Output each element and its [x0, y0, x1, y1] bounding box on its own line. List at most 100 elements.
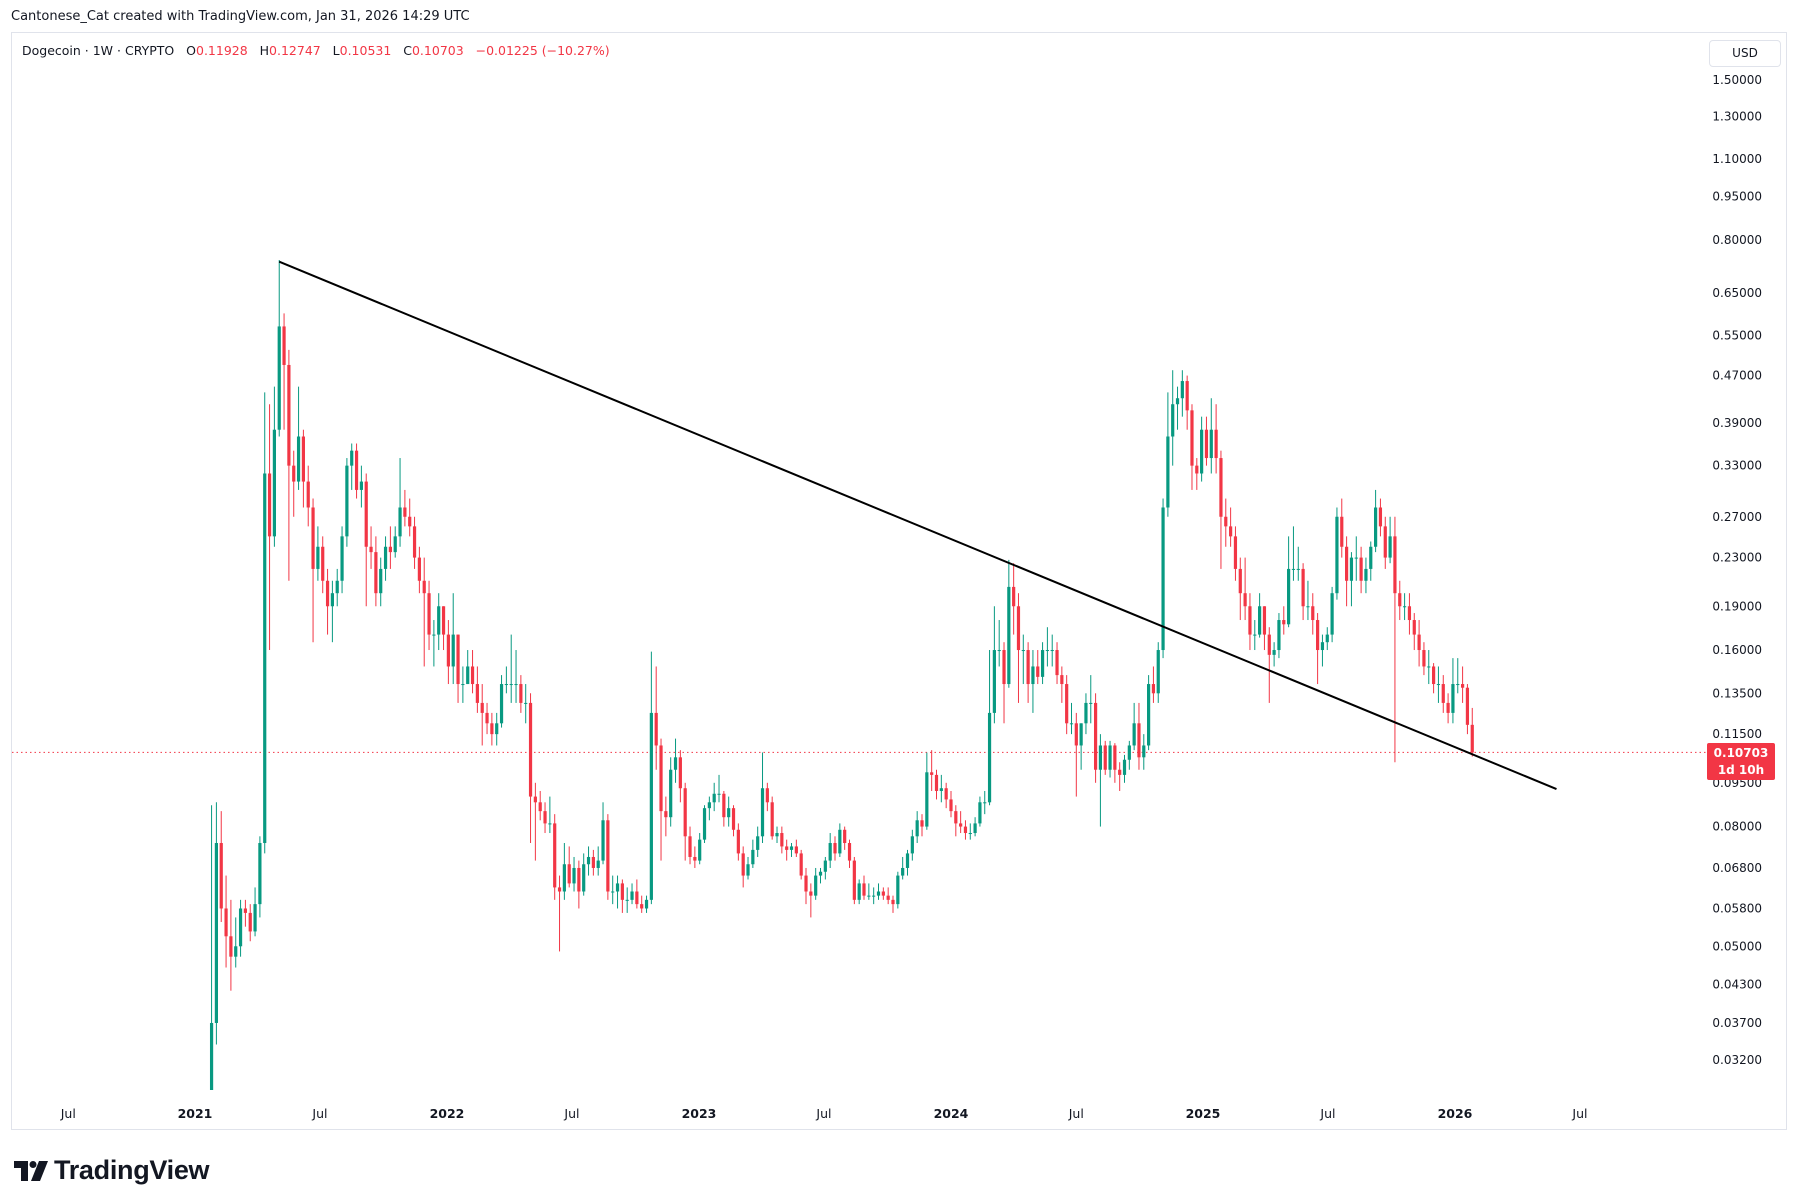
candle-body: [968, 833, 972, 835]
candle-body: [1161, 507, 1165, 651]
candle: [1291, 526, 1296, 581]
candle: [731, 805, 736, 837]
high-label: H: [259, 43, 270, 58]
candle-body: [707, 802, 711, 809]
candle-body: [1093, 702, 1098, 770]
candle: [1436, 666, 1441, 703]
candle-body: [847, 843, 852, 861]
candle-body: [1171, 404, 1175, 437]
candle-body: [1113, 745, 1117, 770]
symbol-name[interactable]: Dogecoin · 1W · CRYPTO: [22, 43, 175, 58]
candle: [968, 823, 972, 840]
candle: [1045, 627, 1049, 667]
candle: [1417, 620, 1421, 667]
candle: [509, 634, 513, 703]
candle-body: [277, 326, 281, 430]
candle: [1262, 606, 1267, 651]
candle: [1166, 392, 1170, 517]
candle: [920, 814, 924, 837]
candle-body: [480, 702, 484, 713]
price-tick-label: 0.06800: [1712, 861, 1762, 875]
tradingview-logo-text: TradingView: [54, 1155, 210, 1185]
candle: [335, 568, 339, 607]
candle: [1451, 658, 1455, 724]
candle-body: [403, 507, 407, 517]
candle: [847, 839, 852, 868]
candle: [383, 536, 388, 581]
candle-body: [441, 606, 446, 635]
candle: [267, 404, 272, 651]
candle: [408, 498, 412, 537]
candle: [292, 450, 296, 517]
candle-body: [1127, 745, 1131, 760]
candle: [533, 782, 537, 861]
candle-body: [818, 871, 823, 876]
price-tick-label: 0.03700: [1712, 1016, 1762, 1030]
candle: [760, 752, 765, 844]
candle-body: [1306, 606, 1310, 608]
candle: [1306, 580, 1310, 621]
candle: [272, 386, 276, 547]
price-axis[interactable]: 1.50000 1.30000 1.10000 0.95000 0.80000 0.650…: [1712, 73, 1762, 1067]
candle-body: [915, 820, 919, 837]
candle-body: [209, 1022, 214, 1090]
candle: [987, 650, 992, 806]
currency-button[interactable]: USD: [1709, 40, 1781, 67]
candle-body: [219, 843, 223, 909]
candle-body: [292, 465, 296, 482]
candle: [306, 465, 310, 527]
candle-body: [1378, 507, 1383, 527]
candle: [659, 738, 663, 861]
candle: [282, 313, 286, 430]
candle-body: [1364, 568, 1368, 581]
candle: [640, 895, 644, 913]
trendline[interactable]: [278, 260, 1557, 790]
candle: [1007, 559, 1011, 688]
candle: [321, 536, 325, 594]
candle: [1055, 642, 1059, 685]
candle-body: [383, 546, 388, 569]
candle-body: [683, 788, 687, 837]
candle: [1427, 650, 1431, 685]
candle: [1147, 675, 1151, 751]
candle-body: [412, 526, 417, 558]
candle-body: [1200, 429, 1204, 474]
time-tick-label: 2026: [1438, 1106, 1473, 1121]
candle-body: [736, 829, 740, 854]
time-axis[interactable]: Jul 2021 Jul 2022 Jul 2023 Jul 2024 Jul 2025 Jul 20…: [60, 1106, 1588, 1121]
candle: [432, 620, 436, 667]
candle-body: [949, 799, 953, 812]
candle-body: [939, 788, 943, 791]
candle: [543, 802, 547, 834]
candle-body: [1470, 724, 1474, 753]
candle: [683, 782, 687, 861]
candle: [263, 392, 267, 854]
candle: [514, 650, 518, 703]
candle: [1330, 586, 1334, 643]
candle-body: [722, 793, 726, 818]
candle-body: [891, 899, 895, 905]
candle-body: [301, 436, 305, 482]
candle-body: [1258, 606, 1262, 635]
candle: [253, 887, 257, 937]
price-tick-label: 1.50000: [1712, 73, 1762, 87]
time-tick-label: 2023: [682, 1106, 717, 1121]
candle: [1103, 740, 1107, 775]
candle-body: [1374, 507, 1378, 547]
candle-body: [1393, 536, 1397, 594]
tradingview-logo[interactable]: TradingView: [14, 1155, 210, 1186]
candle-body: [1021, 650, 1025, 652]
candle-body: [359, 481, 363, 490]
candle: [528, 693, 533, 844]
candle-body: [470, 666, 475, 685]
candle-body: [785, 846, 789, 850]
candle-body: [978, 802, 982, 824]
candle: [717, 774, 721, 803]
candle-body: [1354, 557, 1358, 559]
candle-body: [934, 774, 939, 791]
time-tick-label: 2024: [934, 1106, 969, 1121]
candle-body: [432, 634, 436, 636]
candle-body: [248, 912, 252, 932]
candle: [978, 796, 982, 827]
